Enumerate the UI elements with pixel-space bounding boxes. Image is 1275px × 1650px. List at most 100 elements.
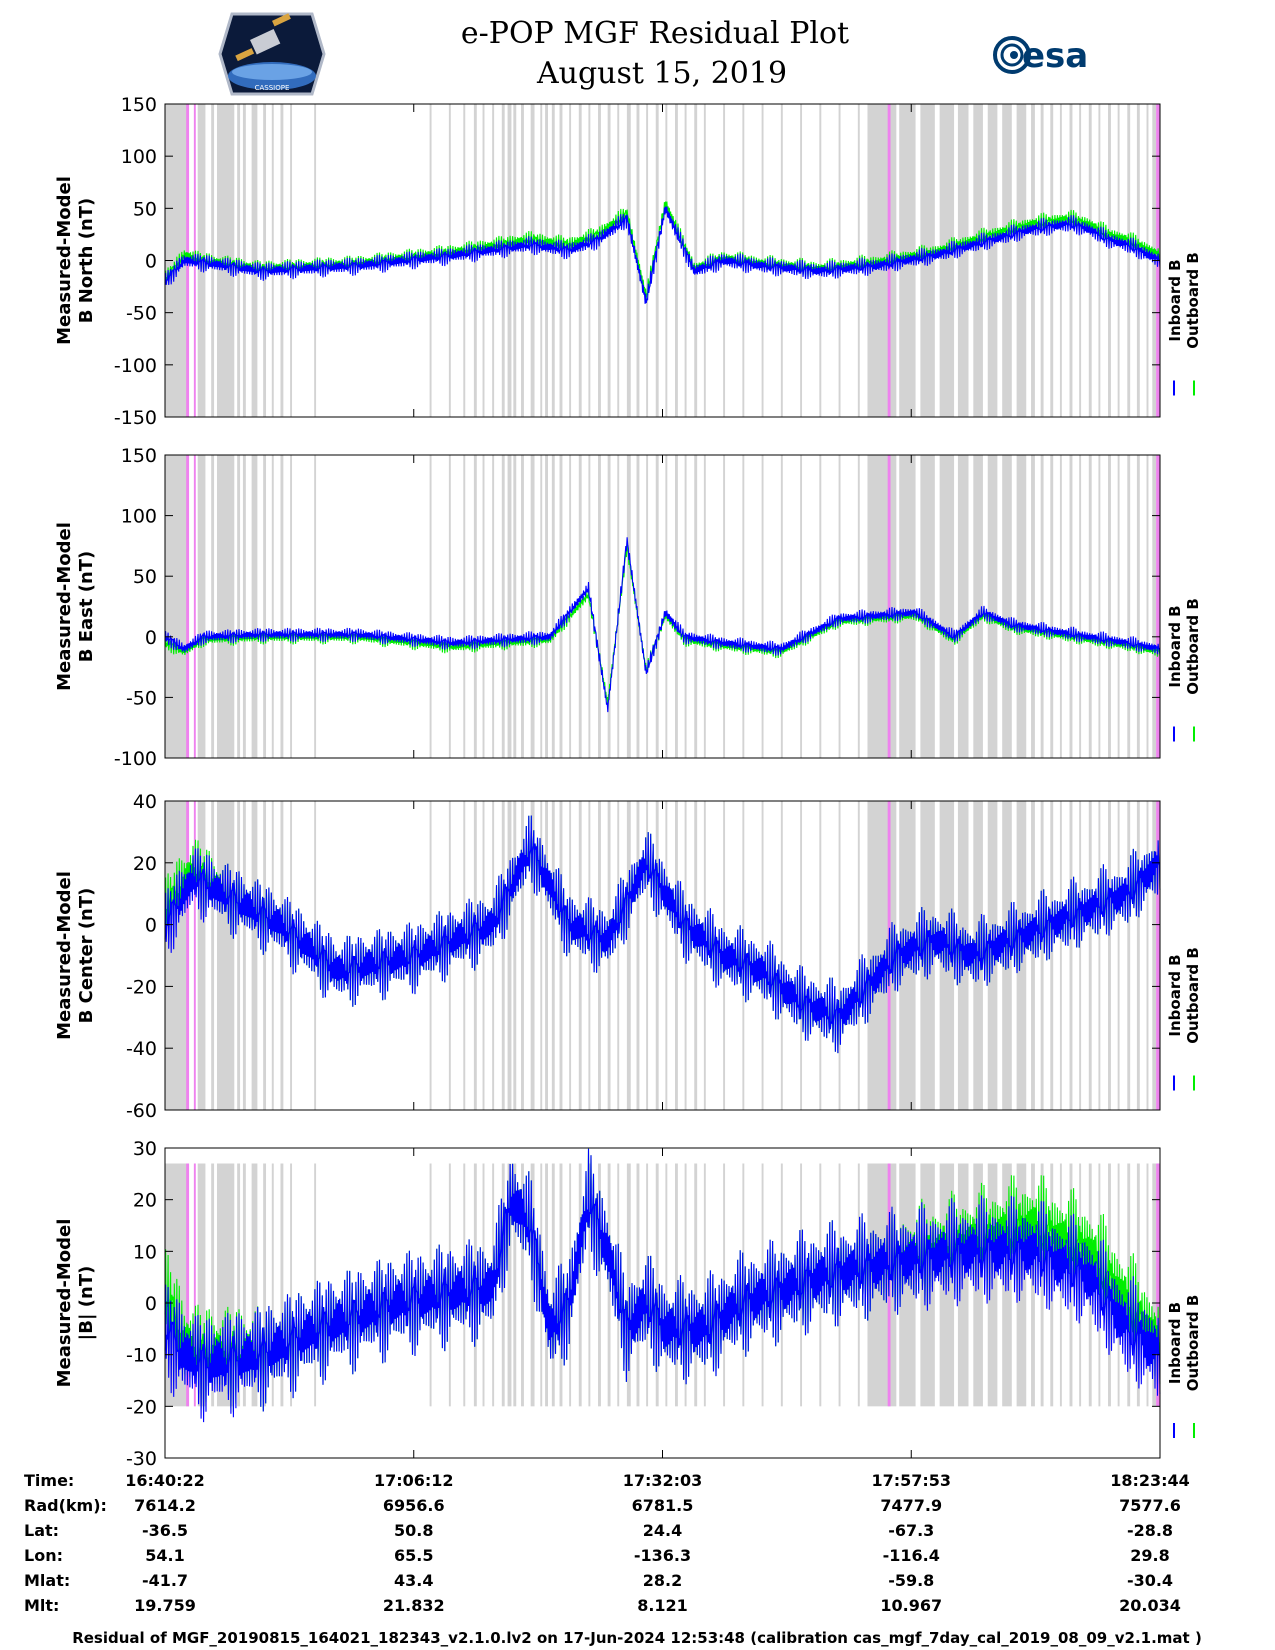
gray-band — [540, 455, 543, 758]
gray-band — [694, 1163, 698, 1407]
gray-band — [1108, 455, 1111, 758]
gray-band — [501, 455, 505, 758]
gray-band — [429, 455, 432, 758]
pink-band — [193, 1163, 196, 1407]
gray-band — [607, 1163, 611, 1407]
title-line-2: August 15, 2019 — [536, 56, 787, 91]
footer-caption: Residual of MGF_20190815_164021_182343_v… — [72, 1629, 1202, 1647]
gray-band — [263, 455, 267, 758]
y-tick-label: 100 — [121, 506, 157, 528]
gray-band — [899, 1163, 916, 1407]
gray-band — [1040, 104, 1044, 417]
gray-band — [780, 455, 783, 758]
gray-band — [513, 801, 517, 1110]
gray-band — [723, 455, 726, 758]
pink-band — [1156, 455, 1160, 758]
gray-band — [530, 455, 535, 758]
gray-band — [1059, 104, 1062, 417]
gray-band — [800, 104, 803, 417]
gray-band — [513, 455, 517, 758]
ephemeris-value: 6781.5 — [632, 1496, 694, 1515]
ephemeris-table: Time: Rad(km): Lat: Lon: Mlat: Mlt: 16:40:22 76… — [24, 1471, 1190, 1615]
gray-band — [939, 104, 955, 417]
y-tick-label: 0 — [145, 915, 157, 937]
y-axis-label-line: Measured-Model — [54, 176, 75, 345]
gray-band — [684, 1163, 687, 1407]
series-inboard-line — [164, 815, 1161, 1054]
series-inboard-line — [164, 537, 1161, 713]
gray-band — [655, 455, 659, 758]
gray-band — [636, 1163, 640, 1407]
gray-band — [1050, 455, 1054, 758]
gray-band — [551, 104, 555, 417]
gray-band — [646, 1163, 649, 1407]
gray-band — [197, 801, 206, 1110]
gray-band — [545, 455, 548, 758]
pink-band — [186, 1163, 190, 1407]
gray-band — [1098, 455, 1101, 758]
gray-band — [165, 455, 190, 758]
gray-band — [242, 1163, 246, 1407]
y-tick-label: -100 — [114, 355, 157, 377]
gray-band — [578, 1163, 582, 1407]
y-axis-label-line: Measured-Model — [54, 522, 75, 691]
legend-inboard-label: Inboard B — [1166, 259, 1184, 341]
gray-band — [521, 104, 524, 417]
gray-band — [617, 455, 620, 758]
gray-band — [507, 455, 512, 758]
gray-band — [626, 1163, 631, 1407]
gray-band — [665, 104, 668, 417]
gray-band — [501, 104, 505, 417]
gray-band — [237, 1163, 241, 1407]
y-tick-label: 100 — [121, 146, 157, 168]
ephemeris-value: -28.8 — [1127, 1521, 1173, 1540]
esa-logo-text: esa — [1022, 36, 1088, 76]
legend: Inboard B Outboard B — [1166, 1295, 1202, 1438]
gray-band — [899, 455, 916, 758]
gray-band — [1040, 1163, 1044, 1407]
legend: Inboard B Outboard B — [1166, 252, 1202, 396]
gray-band — [540, 801, 543, 1110]
y-tick-label: 20 — [133, 853, 157, 875]
gray-band — [271, 801, 274, 1110]
gray-band — [987, 455, 998, 758]
gray-band — [598, 104, 601, 417]
gray-band — [646, 801, 649, 1110]
y-tick-label: 40 — [133, 791, 157, 813]
gray-band — [263, 801, 267, 1110]
gray-band — [242, 455, 246, 758]
gray-band — [1069, 455, 1073, 758]
ephemeris-value: 8.121 — [637, 1596, 688, 1615]
y-tick-label: -40 — [126, 1038, 157, 1060]
legend-inboard-label: Inboard B — [1166, 605, 1184, 687]
gray-band — [1059, 801, 1062, 1110]
gray-band — [1108, 104, 1111, 417]
gray-band — [646, 104, 649, 417]
gray-band — [314, 1163, 317, 1407]
gray-band — [694, 104, 698, 417]
gray-band — [1136, 801, 1140, 1110]
gray-band — [492, 455, 495, 758]
gray-band — [290, 1163, 293, 1407]
gray-band — [1152, 1163, 1157, 1407]
y-tick-label: 150 — [121, 445, 157, 467]
gray-band — [684, 455, 687, 758]
y-axis-label-line: B East (nT) — [76, 551, 97, 663]
ephemeris-value: 65.5 — [394, 1546, 433, 1565]
gray-band — [838, 801, 841, 1110]
gray-band — [569, 104, 572, 417]
gray-band — [819, 104, 822, 417]
gray-band — [694, 801, 698, 1110]
gray-band — [197, 1163, 206, 1407]
gray-band — [665, 1163, 668, 1407]
gray-band — [280, 1163, 284, 1407]
gray-band — [694, 455, 698, 758]
gray-band — [588, 104, 591, 417]
gray-band — [857, 104, 860, 417]
y-tick-label: 150 — [121, 94, 157, 116]
gray-band — [530, 1163, 535, 1407]
gray-band — [588, 1163, 591, 1407]
panel-1: -150 -100 -50 0 50 100 150 Measured-ModelB Nort… — [54, 94, 1202, 429]
gray-band — [920, 455, 935, 758]
gray-band — [216, 455, 235, 758]
